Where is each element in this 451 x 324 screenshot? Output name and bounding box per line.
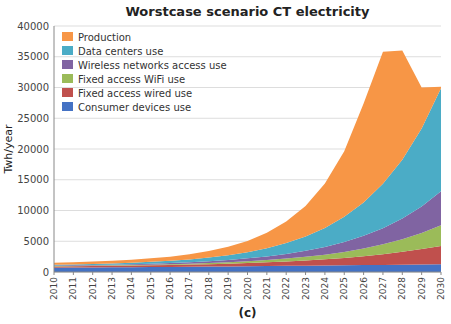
x-tick bbox=[247, 272, 248, 275]
legend-swatch bbox=[62, 74, 73, 83]
x-tick-label: 2029 bbox=[417, 277, 427, 300]
x-tick-label: 2022 bbox=[281, 277, 291, 300]
y-tick-label: 10000 bbox=[17, 205, 49, 216]
area bbox=[54, 51, 441, 265]
x-tick-label: 2030 bbox=[436, 277, 446, 300]
x-tick-label: 2025 bbox=[339, 277, 349, 300]
x-tick-label: 2012 bbox=[88, 277, 98, 300]
y-tick-label: 15000 bbox=[17, 174, 49, 185]
x-tick-label: 2026 bbox=[359, 277, 369, 300]
y-tick-label: 20000 bbox=[17, 144, 49, 155]
x-tick bbox=[305, 272, 306, 275]
legend-swatch bbox=[62, 32, 73, 41]
legend-swatch bbox=[62, 102, 73, 111]
x-tick bbox=[286, 272, 287, 275]
legend-label: Fixed access WiFi use bbox=[78, 74, 185, 85]
legend-swatch bbox=[62, 60, 73, 69]
legend: Production Data centers use Wireless netwo… bbox=[62, 32, 227, 113]
x-tick-label: 2028 bbox=[397, 277, 407, 300]
chart: 0 5000 10000 15000 20000 25000 30000 35000 40000… bbox=[0, 0, 451, 324]
title: Worstcase scenario CT electricity bbox=[125, 4, 370, 19]
x-tick bbox=[189, 272, 190, 275]
legend-swatch bbox=[62, 46, 73, 55]
x-tick bbox=[131, 272, 132, 275]
areas bbox=[54, 51, 441, 272]
x-tick-label: 2010 bbox=[49, 277, 59, 300]
legend-label: Consumer devices use bbox=[78, 102, 191, 113]
x-tick bbox=[54, 272, 55, 275]
x-tick-label: 2019 bbox=[223, 277, 233, 300]
y-axis-line bbox=[54, 26, 55, 272]
x-tick bbox=[92, 272, 93, 275]
y-axis-label: Twh/year bbox=[2, 124, 15, 175]
legend-swatch bbox=[62, 88, 73, 97]
x-tick bbox=[441, 272, 442, 275]
x-tick-label: 2020 bbox=[243, 277, 253, 300]
x-tick-label: 2021 bbox=[262, 277, 272, 300]
x-tick bbox=[228, 272, 229, 275]
y-tick-label: 35000 bbox=[17, 51, 49, 62]
x-tick-label: 2013 bbox=[107, 277, 117, 300]
x-tick-label: 2015 bbox=[146, 277, 156, 300]
x-tick bbox=[266, 272, 267, 275]
legend-label: Data centers use bbox=[78, 46, 163, 57]
x-tick bbox=[150, 272, 151, 275]
x-tick-label: 2018 bbox=[204, 277, 214, 300]
x-tick bbox=[363, 272, 364, 275]
legend-label: Production bbox=[78, 32, 131, 43]
y-tick-label: 25000 bbox=[17, 113, 49, 124]
y-tick-label: 0 bbox=[43, 267, 49, 278]
legend-label: Wireless networks access use bbox=[78, 60, 227, 71]
y-tick-label: 30000 bbox=[17, 82, 49, 93]
x-tick bbox=[170, 272, 171, 275]
x-tick-label: 2024 bbox=[320, 277, 330, 300]
x-tick bbox=[73, 272, 74, 275]
x-tick-label: 2011 bbox=[68, 277, 78, 300]
x-tick bbox=[112, 272, 113, 275]
x-tick bbox=[344, 272, 345, 275]
grid-line bbox=[54, 26, 441, 27]
grid bbox=[54, 26, 441, 272]
x-tick-label: 2017 bbox=[184, 277, 194, 300]
x-tick bbox=[421, 272, 422, 275]
x-tick bbox=[208, 272, 209, 275]
x-tick bbox=[382, 272, 383, 275]
x-tick bbox=[402, 272, 403, 275]
x-tick-label: 2014 bbox=[126, 277, 136, 300]
legend-label: Fixed access wired use bbox=[78, 88, 192, 99]
x-tick-label: 2027 bbox=[378, 277, 388, 300]
y-tick-label: 5000 bbox=[24, 236, 49, 247]
x-axis-label: (c) bbox=[238, 306, 256, 320]
y-tick-label: 40000 bbox=[17, 21, 49, 32]
x-tick bbox=[324, 272, 325, 275]
x-tick-label: 2016 bbox=[165, 277, 175, 300]
x-tick-label: 2023 bbox=[301, 277, 311, 300]
